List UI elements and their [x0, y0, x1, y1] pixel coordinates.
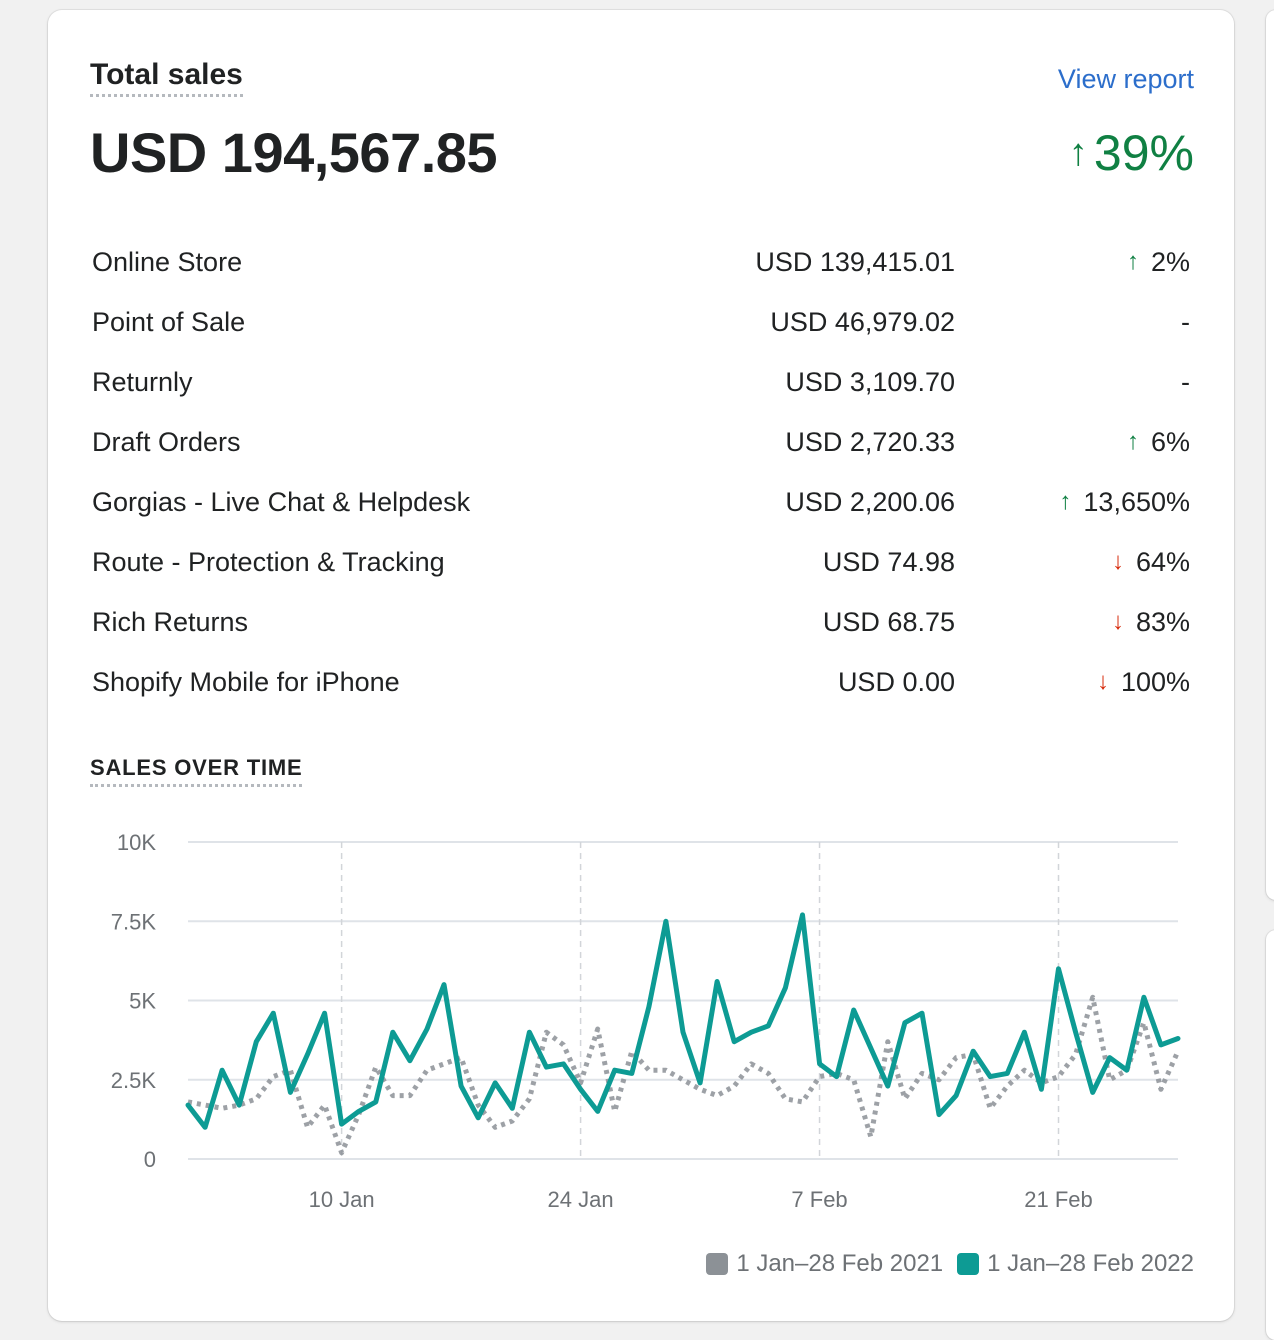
total-change: ↑ 39%: [1069, 122, 1194, 184]
channel-amount: USD 139,415.01: [755, 232, 955, 292]
adjacent-card: [1266, 930, 1274, 1340]
arrow-up-icon: ↑: [1069, 122, 1088, 184]
channel-name: Returnly: [92, 352, 193, 412]
sales-by-channel-list: Online Store USD 139,415.01 ↑2% Point of…: [92, 232, 1190, 712]
channel-change: ↑2%: [1127, 232, 1190, 292]
x-tick-label: 10 Jan: [309, 1187, 375, 1212]
chart-series: [188, 915, 1178, 1153]
x-tick-label: 24 Jan: [548, 1187, 614, 1212]
chart-x-axis-labels: 10 Jan 24 Jan 7 Feb 21 Feb: [309, 1187, 1093, 1212]
arrow-up-icon: ↑: [1059, 472, 1071, 532]
channel-row: Shopify Mobile for iPhone USD 0.00 ↓100%: [92, 652, 1190, 712]
channel-name: Draft Orders: [92, 412, 241, 472]
y-tick-label: 2.5K: [111, 1068, 157, 1093]
y-tick-label: 10K: [117, 830, 156, 855]
arrow-down-icon: ↓: [1112, 592, 1124, 652]
chart-y-axis-labels: 0 2.5K 5K 7.5K 10K: [111, 830, 157, 1172]
y-tick-label: 7.5K: [111, 909, 157, 934]
channel-row: Returnly USD 3,109.70 -: [92, 352, 1190, 412]
channel-change-value: -: [1181, 352, 1190, 412]
total-sales-value: USD 194,567.85: [90, 120, 497, 186]
channel-change: ↑13,650%: [1059, 472, 1190, 532]
channel-change: ↓64%: [1112, 532, 1190, 592]
y-tick-label: 0: [144, 1147, 156, 1172]
card-title[interactable]: Total sales: [90, 58, 243, 97]
chart-legend: 1 Jan–28 Feb 2021 1 Jan–28 Feb 2022: [706, 1250, 1194, 1278]
channel-change: ↓83%: [1112, 592, 1190, 652]
total-change-value: 39%: [1094, 122, 1194, 184]
channel-change: ↓100%: [1097, 652, 1190, 712]
sales-over-time-title[interactable]: SALES OVER TIME: [90, 754, 302, 787]
channel-amount: USD 46,979.02: [770, 292, 955, 352]
channel-change-value: 2%: [1151, 232, 1190, 292]
channel-name: Point of Sale: [92, 292, 245, 352]
adjacent-card: [1266, 10, 1274, 900]
channel-row: Gorgias - Live Chat & Helpdesk USD 2,200…: [92, 472, 1190, 532]
channel-amount: USD 0.00: [838, 652, 955, 712]
total-sales-card: Total sales View report USD 194,567.85 ↑…: [48, 10, 1234, 1321]
channel-row: Point of Sale USD 46,979.02 -: [92, 292, 1190, 352]
legend-label-previous: 1 Jan–28 Feb 2021: [736, 1250, 943, 1278]
channel-change-value: 83%: [1136, 592, 1190, 652]
channel-name: Route - Protection & Tracking: [92, 532, 445, 592]
channel-amount: USD 2,200.06: [785, 472, 955, 532]
chart-horizontal-gridlines: [188, 842, 1178, 1159]
channel-change-value: 64%: [1136, 532, 1190, 592]
channel-row: Route - Protection & Tracking USD 74.98 …: [92, 532, 1190, 592]
channel-name: Shopify Mobile for iPhone: [92, 652, 400, 712]
arrow-down-icon: ↓: [1097, 652, 1109, 712]
channel-change: -: [1181, 352, 1190, 412]
legend-item-previous[interactable]: 1 Jan–28 Feb 2021: [706, 1250, 943, 1278]
channel-row: Rich Returns USD 68.75 ↓83%: [92, 592, 1190, 652]
legend-swatch-current: [957, 1253, 979, 1275]
channel-name: Rich Returns: [92, 592, 248, 652]
sales-over-time-chart: 0 2.5K 5K 7.5K 10K 10 Jan 24 Jan 7 Feb 21 Feb: [48, 810, 1234, 1230]
channel-change-value: 6%: [1151, 412, 1190, 472]
legend-swatch-previous: [706, 1253, 728, 1275]
x-tick-label: 7 Feb: [791, 1187, 847, 1212]
channel-change-value: 100%: [1121, 652, 1190, 712]
channel-change-value: -: [1181, 292, 1190, 352]
channel-name: Online Store: [92, 232, 242, 292]
channel-change-value: 13,650%: [1083, 472, 1190, 532]
legend-item-current[interactable]: 1 Jan–28 Feb 2022: [957, 1250, 1194, 1278]
view-report-link[interactable]: View report: [1058, 63, 1194, 95]
channel-change: ↑6%: [1127, 412, 1190, 472]
arrow-up-icon: ↑: [1127, 412, 1139, 472]
channel-amount: USD 74.98: [823, 532, 955, 592]
x-tick-label: 21 Feb: [1024, 1187, 1093, 1212]
channel-change: -: [1181, 292, 1190, 352]
channel-amount: USD 3,109.70: [785, 352, 955, 412]
arrow-up-icon: ↑: [1127, 232, 1139, 292]
series-line-current: [188, 915, 1178, 1127]
channel-row: Draft Orders USD 2,720.33 ↑6%: [92, 412, 1190, 472]
channel-amount: USD 2,720.33: [785, 412, 955, 472]
channel-amount: USD 68.75: [823, 592, 955, 652]
arrow-down-icon: ↓: [1112, 532, 1124, 592]
legend-label-current: 1 Jan–28 Feb 2022: [987, 1250, 1194, 1278]
channel-row: Online Store USD 139,415.01 ↑2%: [92, 232, 1190, 292]
y-tick-label: 5K: [129, 989, 156, 1014]
channel-name: Gorgias - Live Chat & Helpdesk: [92, 472, 470, 532]
